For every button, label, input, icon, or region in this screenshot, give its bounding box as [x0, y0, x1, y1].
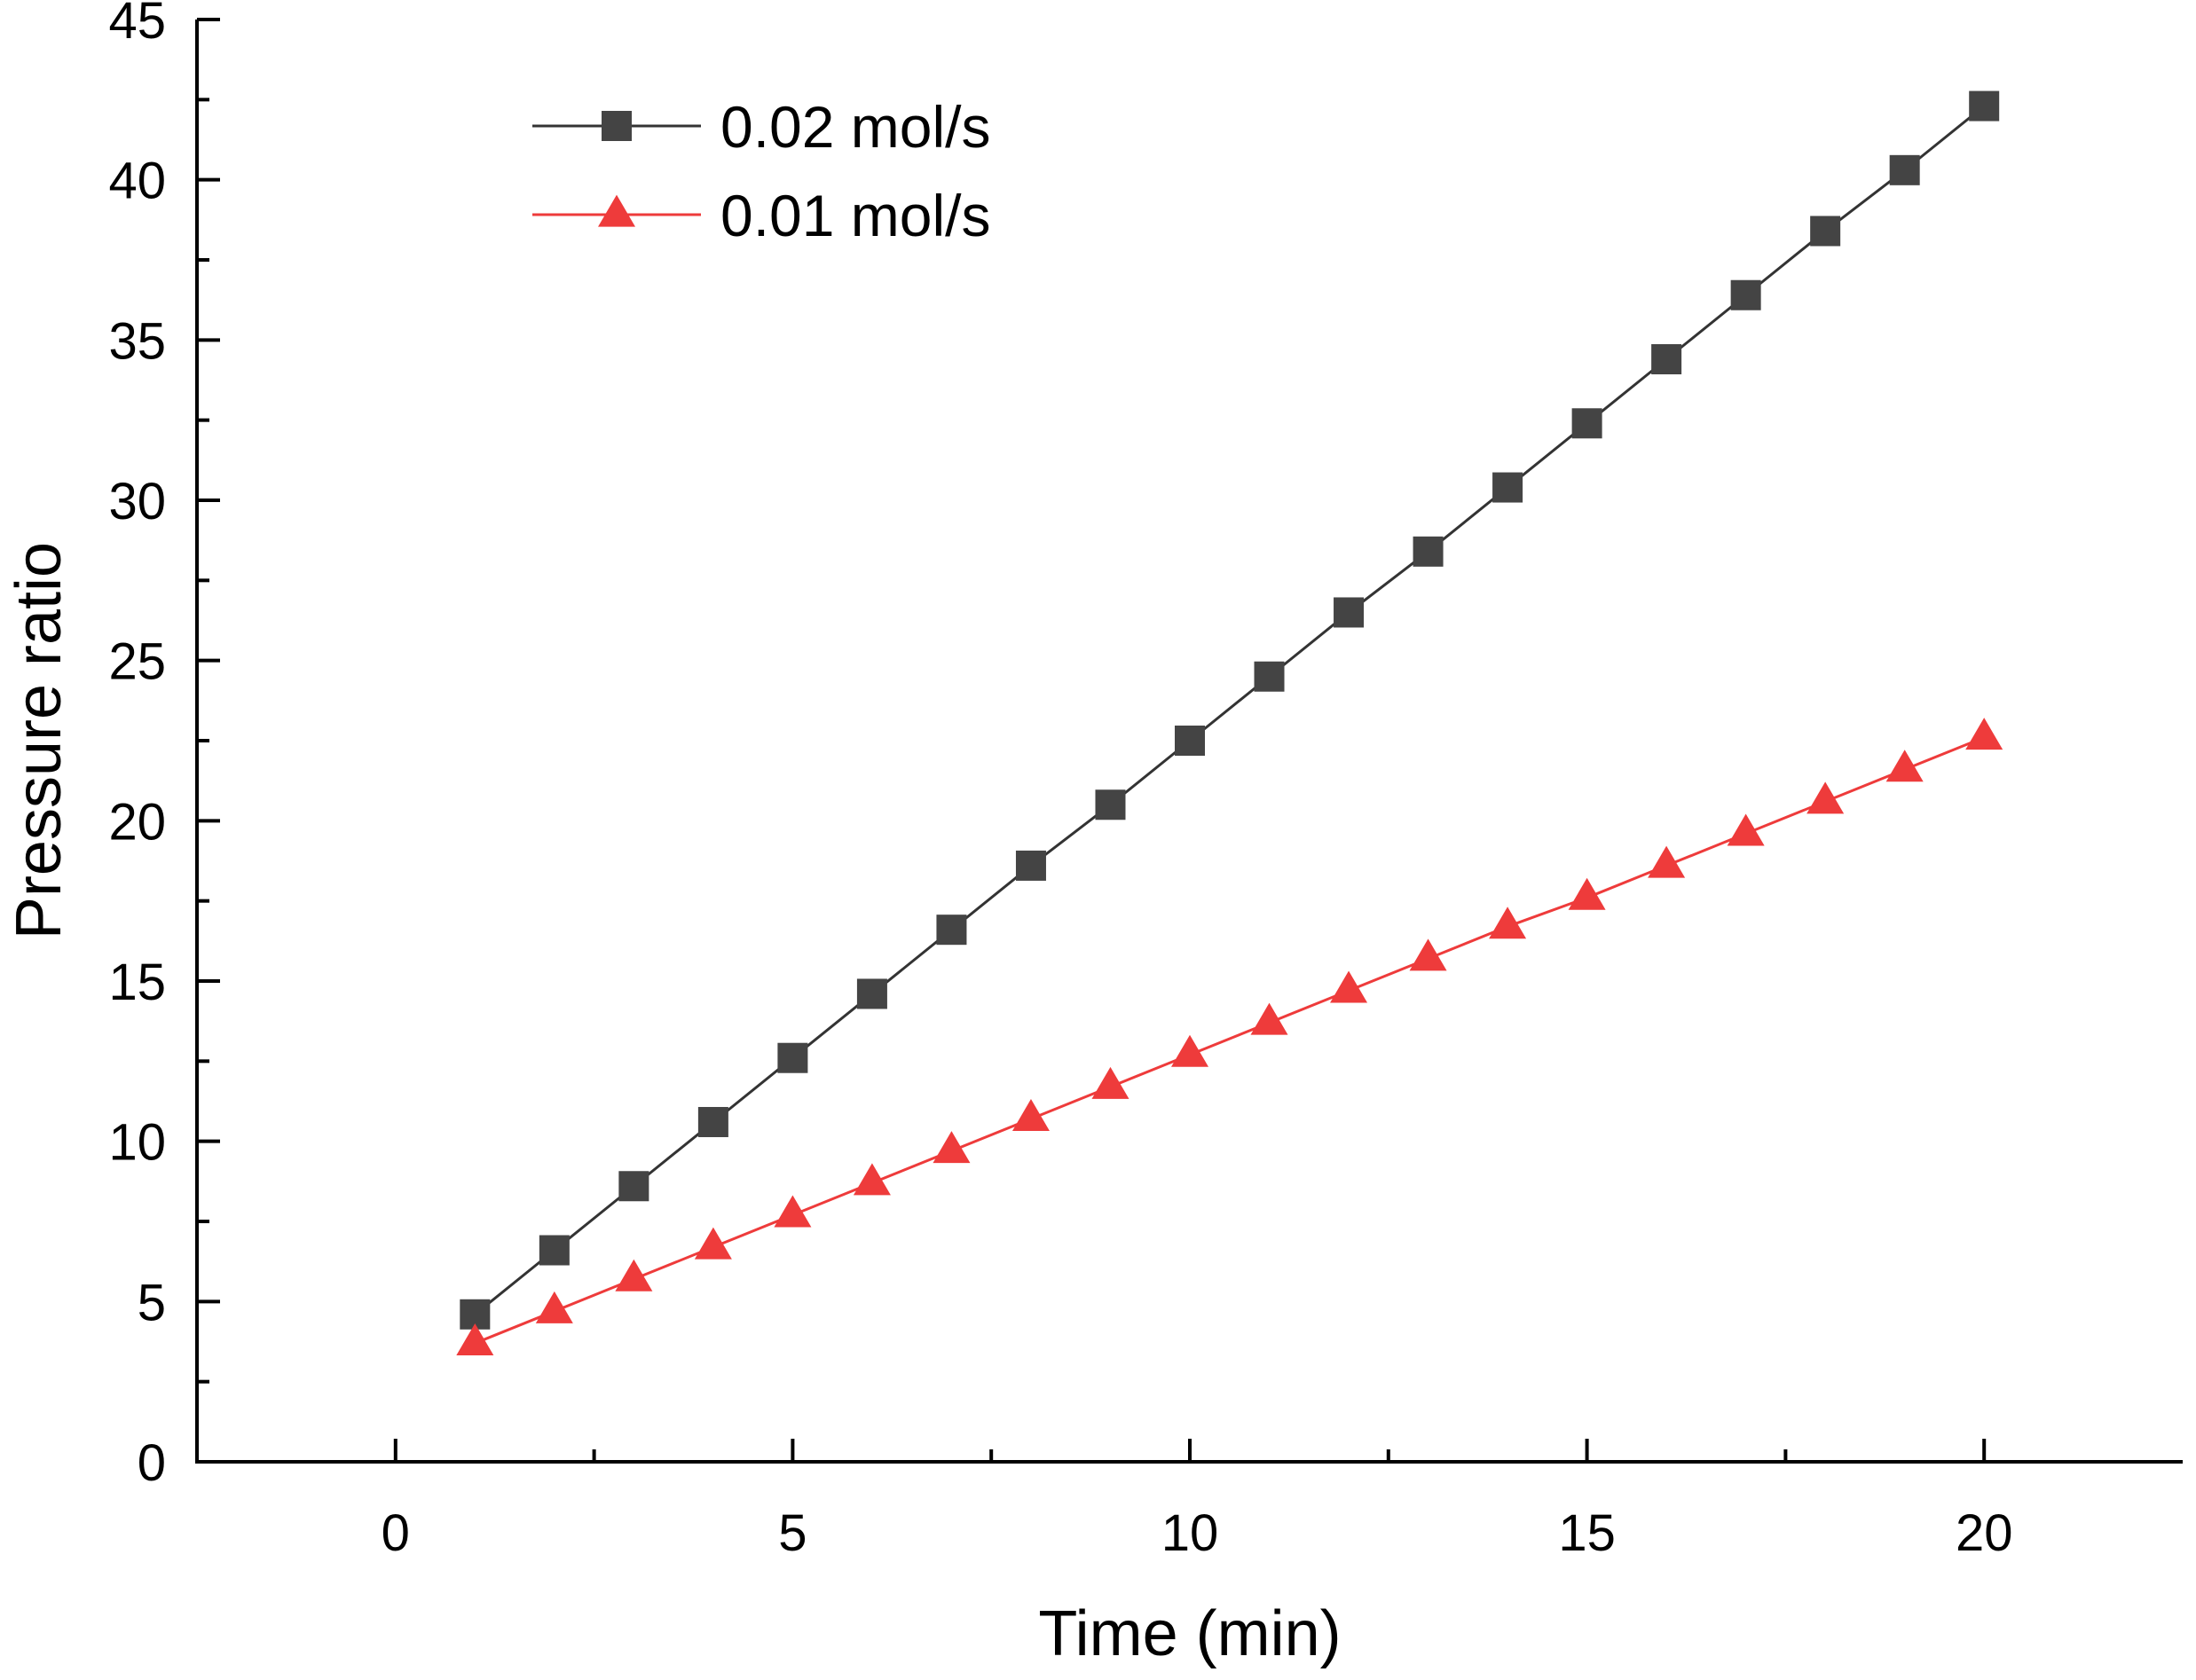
y-tick-label: 30 [108, 473, 166, 530]
legend-label-1: 0.01 mol/s [720, 183, 990, 248]
data-point-triangle [1330, 970, 1368, 1003]
data-point-square [777, 1042, 808, 1073]
y-tick-label: 0 [138, 1434, 166, 1492]
data-point-triangle [694, 1227, 732, 1260]
data-point-triangle [1885, 750, 1924, 782]
data-point-triangle [1806, 781, 1845, 814]
tick-marks [197, 18, 1987, 1464]
data-point-triangle [774, 1195, 812, 1228]
x-tick-label: 15 [1558, 1504, 1616, 1562]
data-point-square [936, 915, 967, 946]
data-point-triangle [456, 1323, 494, 1355]
series-0 [460, 90, 2000, 1330]
data-point-square [618, 1171, 649, 1202]
data-point-square [856, 978, 887, 1009]
data-point-triangle [1489, 907, 1527, 939]
x-tick-label: 10 [1161, 1504, 1219, 1562]
y-axis-title: Pressure ratio [4, 542, 75, 939]
x-axis-title: Time (min) [1038, 1598, 1341, 1669]
y-tick-label: 10 [108, 1114, 166, 1172]
data-point-square [1175, 726, 1205, 756]
series-1 [456, 718, 2003, 1355]
data-point-square [1810, 216, 1841, 247]
data-point-square [1889, 154, 1920, 185]
y-tick-label: 20 [108, 793, 166, 851]
y-tick-label: 25 [108, 633, 166, 691]
y-tick-label: 5 [138, 1274, 166, 1331]
data-point-triangle [1409, 938, 1447, 971]
series-group [456, 90, 2003, 1355]
data-point-triangle [1727, 813, 1765, 846]
y-tick-label: 45 [108, 0, 166, 50]
data-point-triangle [853, 1163, 891, 1196]
legend-label-0: 0.02 mol/s [720, 94, 990, 160]
x-tick-label: 0 [382, 1504, 410, 1562]
x-tick-label: 5 [778, 1504, 807, 1562]
legend-marker-triangle [598, 194, 635, 227]
data-point-triangle [1568, 877, 1606, 910]
y-tick-label: 15 [108, 954, 166, 1011]
data-point-square [1571, 408, 1602, 439]
data-point-square [1413, 536, 1444, 567]
data-point-triangle [535, 1291, 573, 1323]
data-point-triangle [615, 1259, 653, 1291]
data-point-triangle [1171, 1034, 1208, 1067]
data-point-square [1334, 597, 1365, 628]
data-point-triangle [1648, 845, 1686, 878]
data-point-triangle [1250, 1002, 1288, 1035]
data-point-triangle [1011, 1099, 1050, 1132]
data-point-square [1651, 344, 1682, 375]
data-point-triangle [1091, 1066, 1129, 1099]
tick-labels: 0 5 10 15 20 0 5 10 15 20 25 30 35 40 45 [108, 0, 2012, 1562]
x-tick-label: 20 [1956, 1504, 2013, 1562]
data-point-square [1015, 850, 1046, 881]
y-tick-label: 35 [108, 312, 166, 370]
data-point-square [1095, 789, 1126, 820]
data-point-square [1969, 90, 2000, 122]
data-point-square [697, 1106, 728, 1137]
data-point-square [539, 1235, 570, 1266]
legend: 0.02 mol/s 0.01 mol/s [532, 94, 990, 248]
y-tick-label: 40 [108, 153, 166, 210]
data-point-square [1254, 661, 1285, 692]
legend-marker-square [602, 111, 632, 141]
data-point-triangle [933, 1131, 971, 1164]
data-point-square [1730, 279, 1761, 310]
data-point-square [1492, 472, 1523, 503]
data-point-triangle [1965, 718, 2003, 750]
